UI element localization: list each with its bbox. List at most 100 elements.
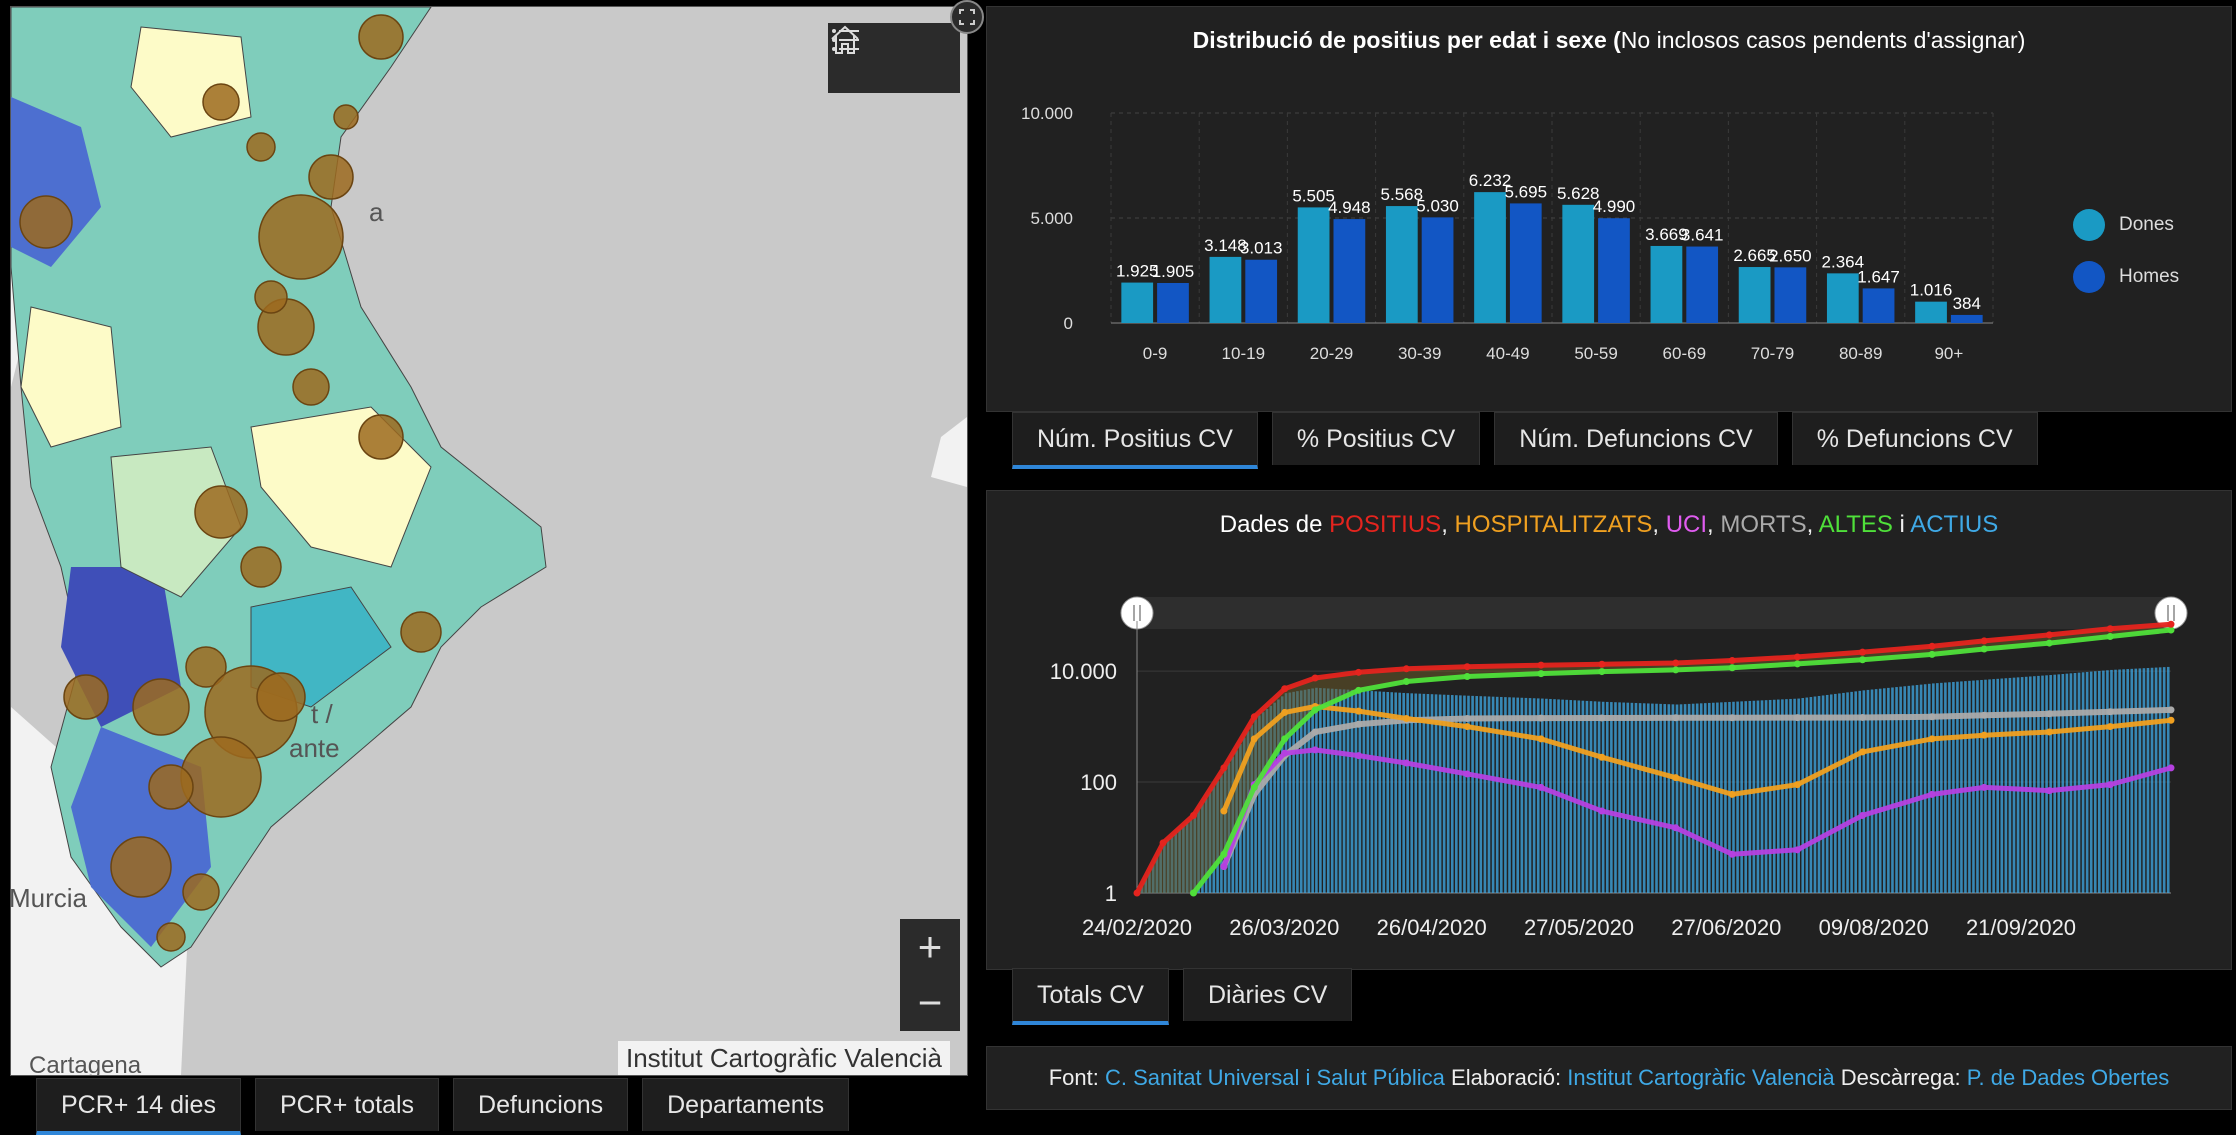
series-line-morts — [1221, 706, 2172, 868]
actius-bar — [1280, 696, 1284, 893]
actius-bar — [1691, 703, 1695, 893]
tab-defuncions[interactable]: Defuncions — [453, 1078, 629, 1131]
series-point-positius — [1402, 665, 1410, 673]
actius-bar — [2081, 672, 2085, 893]
series-point-morts — [1793, 714, 1801, 722]
source-font-link[interactable]: C. Sanitat Universal i Salut Pública — [1104, 1065, 1445, 1090]
actius-bar — [1764, 700, 1768, 893]
tab-num-positius[interactable]: Núm. Positius CV — [1012, 412, 1258, 469]
actius-bar — [1785, 699, 1788, 893]
series-point-positius — [2167, 620, 2175, 628]
tab-pct-defuncions[interactable]: % Defuncions CV — [1791, 412, 2038, 465]
legend-item-dones[interactable]: Dones — [2073, 209, 2179, 241]
bar-data-label: 5.568 — [1381, 185, 1424, 204]
actius-bar — [1459, 695, 1462, 893]
actius-bar — [1495, 696, 1499, 893]
actius-bar — [1398, 692, 1401, 893]
home-button[interactable] — [828, 23, 894, 93]
actius-bar — [2045, 675, 2048, 893]
tab-pcr-totals[interactable]: PCR+ totals — [254, 1078, 440, 1131]
series-point-hospitalitzats — [1463, 723, 1471, 731]
actius-bar — [1899, 686, 1902, 893]
actius-bar — [1491, 696, 1495, 893]
actius-bar — [1707, 702, 1711, 893]
series-point-positius — [1980, 637, 1988, 645]
actius-bar — [1695, 703, 1699, 893]
actius-bar — [1479, 696, 1483, 893]
series-point-altes — [1281, 735, 1289, 743]
timeline-tabs: Totals CV Diàries CV — [1012, 968, 1353, 1025]
tab-pcr-14-dies[interactable]: PCR+ 14 dies — [36, 1078, 241, 1135]
legend-item-homes[interactable]: Homes — [2073, 261, 2179, 293]
tab-diaries-cv[interactable]: Diàries CV — [1182, 968, 1353, 1021]
series-point-positius — [1859, 648, 1867, 656]
actius-bar — [1919, 684, 1923, 893]
x-tick-label: 26/03/2020 — [1229, 915, 1339, 940]
x-tick-label: 27/05/2020 — [1524, 915, 1634, 940]
bar-data-label: 2.650 — [1769, 246, 1812, 265]
tab-departaments[interactable]: Departaments — [642, 1078, 850, 1131]
actius-bar — [1817, 695, 1821, 893]
tab-num-defuncions[interactable]: Núm. Defuncions CV — [1494, 412, 1778, 465]
actius-bar — [1463, 695, 1466, 893]
actius-bar — [1378, 691, 1382, 893]
actius-bar — [1687, 703, 1691, 893]
actius-bar — [1756, 700, 1760, 893]
series-point-morts — [1928, 713, 1936, 721]
series-point-hospitalitzats — [1281, 708, 1289, 716]
series-point-uci — [1928, 790, 1936, 798]
actius-bar — [1500, 696, 1503, 893]
series-point-hospitalitzats — [2045, 728, 2053, 736]
actius-bar — [1720, 702, 1723, 893]
actius-bar — [1311, 688, 1314, 893]
tab-totals-cv[interactable]: Totals CV — [1012, 968, 1169, 1025]
actius-bar — [1250, 724, 1254, 893]
bar-dones — [1209, 256, 1242, 323]
timeline-chart[interactable]: 1 100 10.000 24/02/2020 26/03/2020 26/04/2020… — [987, 491, 2231, 969]
actius-bar — [1471, 695, 1474, 893]
bar-homes — [1598, 218, 1630, 323]
map-view[interactable]: Murcia Cartagena t / ante a + − Institut… — [10, 6, 968, 1076]
layer-list-button[interactable] — [832, 23, 960, 93]
y-tick-label: 1 — [1105, 881, 1117, 906]
tab-pct-positius[interactable]: % Positius CV — [1271, 412, 1481, 465]
series-point-positius — [1728, 657, 1736, 665]
actius-bar — [2154, 667, 2158, 893]
y-tick-label: 0 — [1064, 314, 1073, 333]
bar-homes — [1245, 259, 1278, 323]
expand-button[interactable] — [950, 0, 984, 34]
timeline-title-part: , — [1652, 511, 1666, 538]
actius-bar — [1683, 704, 1687, 893]
actius-bar — [1426, 694, 1430, 893]
actius-bar — [1801, 698, 1805, 893]
map-attribution: Institut Cartogràfic Valencià — [618, 1041, 950, 1075]
bar-data-label: 1.905 — [1152, 262, 1195, 281]
bar-data-label: 5.628 — [1557, 184, 1600, 203]
actius-bar — [1292, 691, 1295, 893]
series-point-altes — [1537, 670, 1545, 678]
actius-bar — [1740, 701, 1743, 893]
actius-bar — [1952, 681, 1955, 893]
actius-bar — [1813, 696, 1817, 893]
actius-bar — [1261, 712, 1265, 893]
actius-bar — [2008, 677, 2012, 893]
actius-bar — [2077, 672, 2081, 893]
actius-bar — [1964, 681, 1967, 893]
source-desc-link[interactable]: P. de Dades Obertes — [1966, 1065, 2170, 1090]
choropleth-center — [110, 446, 242, 598]
zoom-in-button[interactable]: + — [917, 923, 943, 970]
actius-bar — [1382, 691, 1386, 893]
actius-bar — [1891, 687, 1894, 893]
series-line-hospitalitzats — [1221, 704, 2172, 813]
x-tick-label: 24/02/2020 — [1082, 915, 1192, 940]
actius-bar — [1410, 693, 1414, 893]
source-elab-link[interactable]: Institut Cartogràfic Valencià — [1567, 1065, 1835, 1090]
actius-bar — [2162, 667, 2166, 893]
timeline-title: Dades de POSITIUS, HOSPITALITZATS, UCI, … — [987, 511, 2231, 539]
actius-bar — [2065, 673, 2069, 893]
zoom-out-button[interactable]: − — [917, 979, 943, 1026]
actius-bar — [1866, 689, 1870, 893]
bar-data-label: 2.665 — [1733, 246, 1776, 265]
map-canvas[interactable]: Murcia Cartagena t / ante a — [11, 7, 967, 1075]
bar-data-label: 5.030 — [1416, 196, 1459, 215]
